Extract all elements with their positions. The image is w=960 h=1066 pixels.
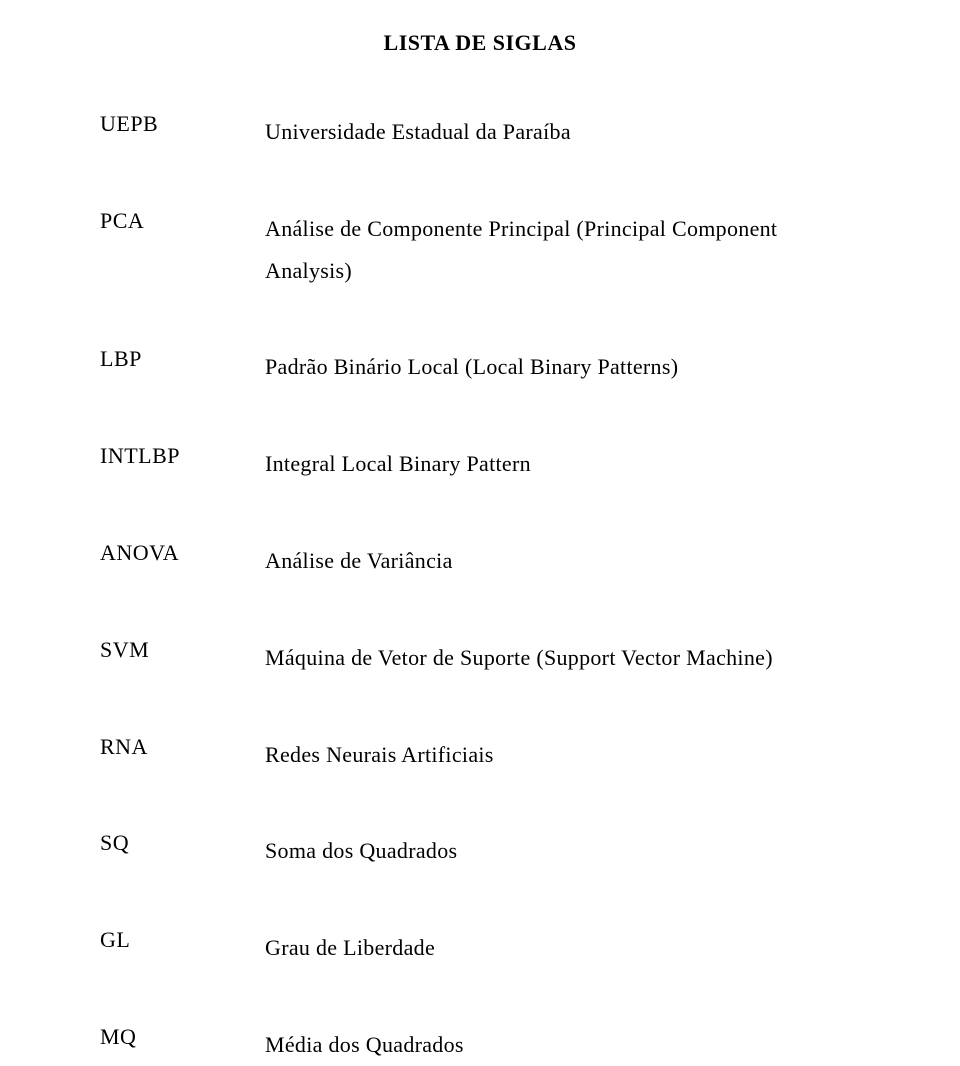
- acronym-label: INTLBP: [100, 443, 265, 469]
- acronym-definition: Máquina de Vetor de Suporte (Support Vec…: [265, 637, 773, 679]
- acronym-label: SQ: [100, 830, 265, 856]
- acronym-definition: Integral Local Binary Pattern: [265, 443, 531, 485]
- acronym-definition: Grau de Liberdade: [265, 927, 435, 969]
- page-title: LISTA DE SIGLAS: [100, 30, 860, 56]
- list-item: LBP Padrão Binário Local (Local Binary P…: [100, 346, 860, 388]
- list-item: SVM Máquina de Vetor de Suporte (Support…: [100, 637, 860, 679]
- acronym-definition: Análise de Variância: [265, 540, 453, 582]
- acronym-definition: Universidade Estadual da Paraíba: [265, 111, 571, 153]
- list-item: MQ Média dos Quadrados: [100, 1024, 860, 1066]
- acronym-label: ANOVA: [100, 540, 265, 566]
- acronym-label: GL: [100, 927, 265, 953]
- acronym-definition: Análise de Componente Principal (Princip…: [265, 208, 860, 292]
- acronym-definition: Soma dos Quadrados: [265, 830, 457, 872]
- list-item: INTLBP Integral Local Binary Pattern: [100, 443, 860, 485]
- acronym-label: LBP: [100, 346, 265, 372]
- list-item: PCA Análise de Componente Principal (Pri…: [100, 208, 860, 292]
- acronym-label: RNA: [100, 734, 265, 760]
- acronym-label: PCA: [100, 208, 265, 234]
- acronym-definition: Média dos Quadrados: [265, 1024, 464, 1066]
- list-item: ANOVA Análise de Variância: [100, 540, 860, 582]
- acronym-definition: Redes Neurais Artificiais: [265, 734, 494, 776]
- list-item: UEPB Universidade Estadual da Paraíba: [100, 111, 860, 153]
- acronym-label: UEPB: [100, 111, 265, 137]
- list-item: GL Grau de Liberdade: [100, 927, 860, 969]
- acronym-label: MQ: [100, 1024, 265, 1050]
- list-item: RNA Redes Neurais Artificiais: [100, 734, 860, 776]
- acronym-label: SVM: [100, 637, 265, 663]
- acronym-definition: Padrão Binário Local (Local Binary Patte…: [265, 346, 678, 388]
- list-item: SQ Soma dos Quadrados: [100, 830, 860, 872]
- acronym-list: UEPB Universidade Estadual da Paraíba PC…: [100, 111, 860, 1066]
